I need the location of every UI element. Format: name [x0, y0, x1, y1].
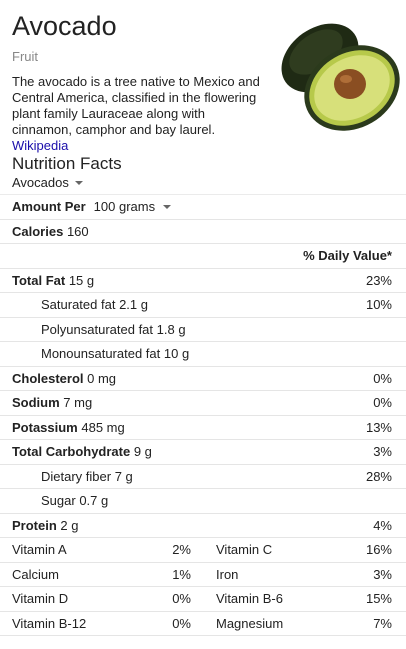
amount-label: Amount Per	[12, 199, 86, 215]
vitamin-dv: 0%	[172, 591, 191, 607]
nutrient-name: Dietary fiber	[41, 468, 112, 484]
nutrient-row-protein: Protein 2 g 4%	[0, 512, 406, 538]
vitamin-row: Vitamin A 2% Vitamin C 16%	[0, 537, 406, 562]
vitamin-cell: Magnesium 7%	[203, 616, 406, 631]
vitamin-cell: Vitamin C 16%	[203, 542, 406, 557]
calories-label: Calories	[12, 223, 64, 239]
nutrient-amount: 2.1 g	[119, 297, 148, 313]
nutrient-dv: 13%	[365, 419, 392, 435]
nutrient-row-polyunsaturated-fat: Polyunsaturated fat 1.8 g	[0, 316, 406, 342]
vitamin-cell: Vitamin A 2%	[0, 542, 203, 557]
nutrient-name: Potassium	[12, 419, 78, 435]
nutrient-dv: 4%	[373, 517, 392, 533]
vitamin-name: Magnesium	[216, 615, 284, 631]
nutrient-dv: 0%	[373, 370, 392, 386]
nutrient-amount: 0 mg	[87, 370, 117, 386]
calories-row: Calories 160	[0, 218, 406, 244]
amount-select[interactable]: Amount Per 100 grams	[12, 199, 172, 215]
vitamin-dv: 7%	[373, 615, 392, 631]
table-bottom-divider	[0, 635, 406, 636]
nutrient-dv: 10%	[365, 297, 392, 313]
vitamin-cell: Vitamin B-12 0%	[0, 616, 203, 631]
nutrient-name: Saturated fat	[41, 297, 116, 313]
vitamin-dv: 3%	[373, 566, 392, 582]
nutrient-amount: 1.8 g	[156, 321, 186, 337]
page-subtitle: Fruit	[12, 49, 38, 64]
page-title: Avocado	[12, 11, 117, 41]
vitamin-name: Vitamin D	[12, 591, 69, 607]
nutrient-row-total-fat: Total Fat 15 g 23%	[0, 267, 406, 293]
nutrient-name: Total Fat	[12, 272, 66, 288]
nutrient-row-dietary-fiber: Dietary fiber 7 g 28%	[0, 463, 406, 489]
nutrient-name: Sodium	[12, 395, 60, 411]
vitamin-cell: Iron 3%	[203, 567, 406, 582]
nutrient-amount: 7 mg	[63, 395, 93, 411]
nutrient-row-sugar: Sugar 0.7 g	[0, 488, 406, 513]
caret-down-icon	[74, 180, 83, 185]
food-select-value: Avocados	[12, 175, 69, 190]
avocado-halves-image	[281, 23, 400, 131]
nutrient-amount: 15 g	[68, 272, 95, 288]
nutrient-dv: 23%	[365, 272, 392, 288]
nutrient-dv: 3%	[373, 444, 392, 460]
description: The avocado is a tree native to Mexico a…	[12, 74, 262, 154]
nutrient-row-potassium: Potassium 485 mg 13%	[0, 414, 406, 440]
vitamin-dv: 15%	[365, 591, 392, 607]
nutrient-name: Total Carbohydrate	[12, 444, 131, 460]
nutrient-amount: 7 g	[114, 468, 133, 484]
vitamin-row: Vitamin B-12 0% Magnesium 7%	[0, 610, 406, 636]
nutrient-amount: 0.7 g	[79, 493, 109, 509]
nutrient-amount: 9 g	[133, 444, 152, 460]
nutrient-name: Monounsaturated fat	[41, 346, 161, 362]
daily-value-header-label: % Daily Value*	[303, 248, 392, 264]
nutrient-dv: 0%	[373, 395, 392, 411]
daily-value-header: % Daily Value*	[0, 243, 406, 268]
nutrient-row-monounsaturated-fat: Monounsaturated fat 10 g	[0, 341, 406, 366]
vitamin-cell: Vitamin B-6 15%	[203, 591, 406, 606]
vitamin-dv: 2%	[172, 542, 191, 558]
header: Avocado Fruit	[12, 10, 262, 64]
nutrition-table: Amount Per 100 grams Calories 160 % Dail…	[0, 194, 406, 636]
wikipedia-link[interactable]: Wikipedia	[12, 138, 69, 153]
nutrient-amount: 485 mg	[81, 419, 125, 435]
nutrient-name: Protein	[12, 517, 57, 533]
nutrition-facts-heading: Nutrition Facts	[12, 154, 122, 173]
vitamin-row: Calcium 1% Iron 3%	[0, 561, 406, 587]
nutrient-row-cholesterol: Cholesterol 0 mg 0%	[0, 365, 406, 391]
nutrient-dv: 28%	[365, 468, 392, 484]
nutrient-row-total-carbohydrate: Total Carbohydrate 9 g 3%	[0, 439, 406, 464]
nutrient-name: Sugar	[41, 493, 76, 509]
amount-row: Amount Per 100 grams	[0, 194, 406, 219]
description-text: The avocado is a tree native to Mexico a…	[12, 74, 260, 137]
vitamin-cell: Vitamin D 0%	[0, 591, 203, 606]
vitamin-dv: 16%	[365, 542, 392, 558]
amount-value: 100 grams	[93, 199, 156, 215]
vitamin-name: Vitamin B-6	[216, 591, 283, 607]
vitamin-name: Iron	[216, 566, 239, 582]
nutrient-row-sodium: Sodium 7 mg 0%	[0, 390, 406, 415]
vitamin-dv: 0%	[172, 615, 191, 631]
calories-value: 160	[66, 223, 89, 239]
nutrient-row-saturated-fat: Saturated fat 2.1 g 10%	[0, 292, 406, 317]
vitamin-name: Calcium	[12, 566, 59, 582]
vitamin-dv: 1%	[172, 566, 191, 582]
caret-down-icon	[163, 204, 172, 209]
nutrient-name: Polyunsaturated fat	[41, 321, 154, 337]
food-select[interactable]: Avocados	[12, 175, 83, 190]
vitamin-name: Vitamin C	[216, 542, 273, 558]
vitamin-name: Vitamin A	[12, 542, 67, 558]
nutrient-name: Cholesterol	[12, 370, 84, 386]
vitamin-name: Vitamin B-12	[12, 615, 87, 631]
vitamin-row: Vitamin D 0% Vitamin B-6 15%	[0, 586, 406, 611]
nutrient-amount: 2 g	[60, 517, 79, 533]
vitamin-cell: Calcium 1%	[0, 567, 203, 582]
nutrient-amount: 10 g	[163, 346, 190, 362]
